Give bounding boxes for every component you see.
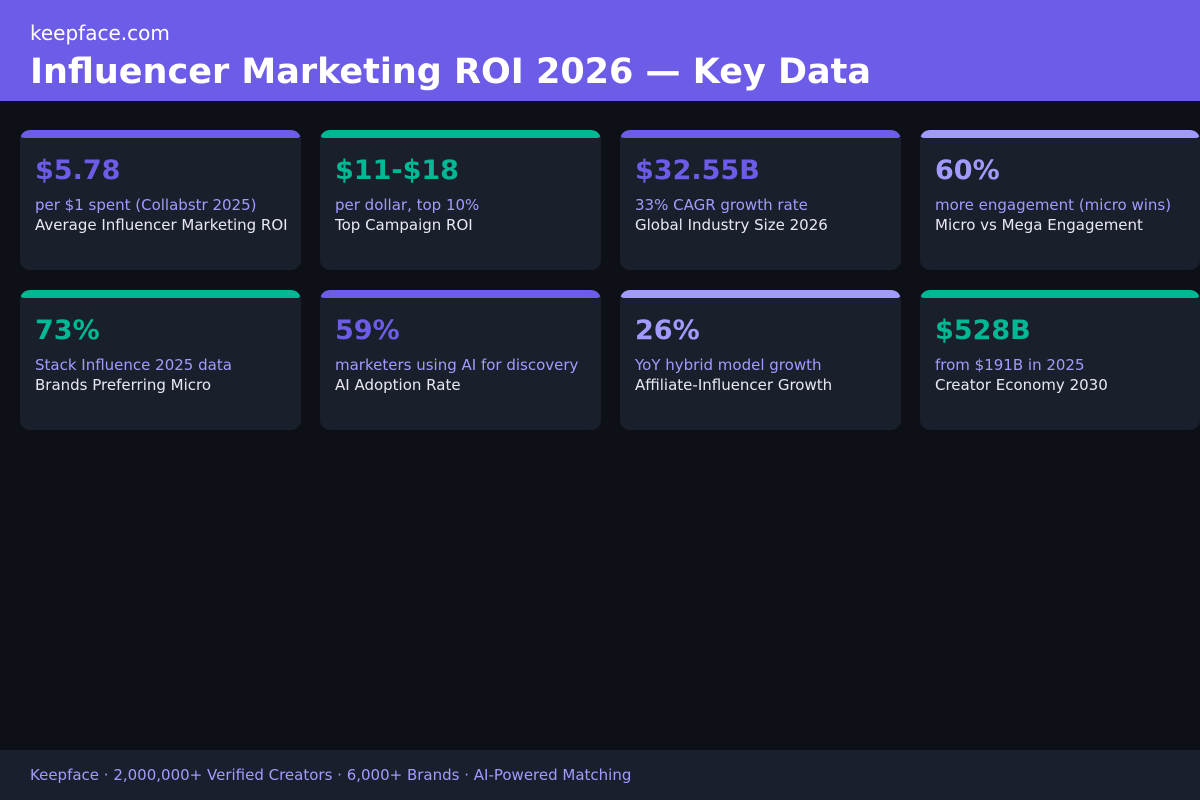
card-value: 59% xyxy=(335,315,400,346)
card-label: Affiliate-Influencer Growth xyxy=(635,376,833,394)
card-label: Global Industry Size 2026 xyxy=(635,216,828,234)
card-value: 73% xyxy=(35,315,100,346)
card-value: $5.78 xyxy=(35,155,121,186)
card-subtitle: 33% CAGR growth rate xyxy=(635,196,808,214)
card-value: $32.55B xyxy=(635,155,760,186)
card-accent-bar xyxy=(920,290,1200,298)
stat-card: $32.55B 33% CAGR growth rate Global Indu… xyxy=(620,130,901,270)
card-label: Top Campaign ROI xyxy=(335,216,473,234)
footer-bar: Keepface · 2,000,000+ Verified Creators … xyxy=(0,750,1200,800)
card-value: 60% xyxy=(935,155,1000,186)
card-subtitle: per dollar, top 10% xyxy=(335,196,480,214)
card-label: Creator Economy 2030 xyxy=(935,376,1108,394)
footer-text: Keepface · 2,000,000+ Verified Creators … xyxy=(30,766,632,784)
card-label: Micro vs Mega Engagement xyxy=(935,216,1143,234)
card-accent-bar xyxy=(320,290,601,298)
card-accent-bar xyxy=(320,130,601,138)
stat-card: $11-$18 per dollar, top 10% Top Campaign… xyxy=(320,130,601,270)
card-subtitle: YoY hybrid model growth xyxy=(635,356,822,374)
card-label: Brands Preferring Micro xyxy=(35,376,212,394)
card-accent-bar xyxy=(620,290,901,298)
card-accent-bar xyxy=(20,290,301,298)
card-value: $528B xyxy=(935,315,1031,346)
stat-card: 59% marketers using AI for discovery AI … xyxy=(320,290,601,430)
site-brand: keepface.com xyxy=(30,21,170,45)
card-accent-bar xyxy=(20,130,301,138)
card-subtitle: more engagement (micro wins) xyxy=(935,196,1172,214)
card-subtitle: Stack Influence 2025 data xyxy=(35,356,232,374)
card-subtitle: marketers using AI for discovery xyxy=(335,356,579,374)
header-banner: keepface.com Influencer Marketing ROI 20… xyxy=(0,0,1200,101)
card-value: $11-$18 xyxy=(335,155,459,186)
card-accent-bar xyxy=(920,130,1200,138)
stat-card: 60% more engagement (micro wins) Micro v… xyxy=(920,130,1200,270)
card-accent-bar xyxy=(620,130,901,138)
card-value: 26% xyxy=(635,315,700,346)
stat-card: $5.78 per $1 spent (Collabstr 2025) Aver… xyxy=(20,130,301,270)
stat-card: 73% Stack Influence 2025 data Brands Pre… xyxy=(20,290,301,430)
card-subtitle: from $191B in 2025 xyxy=(935,356,1085,374)
page-title: Influencer Marketing ROI 2026 — Key Data xyxy=(30,52,872,92)
card-label: Average Influencer Marketing ROI xyxy=(35,216,288,234)
card-subtitle: per $1 spent (Collabstr 2025) xyxy=(35,196,257,214)
stat-card: 26% YoY hybrid model growth Affiliate-In… xyxy=(620,290,901,430)
card-label: AI Adoption Rate xyxy=(335,376,461,394)
stat-card: $528B from $191B in 2025 Creator Economy… xyxy=(920,290,1200,430)
